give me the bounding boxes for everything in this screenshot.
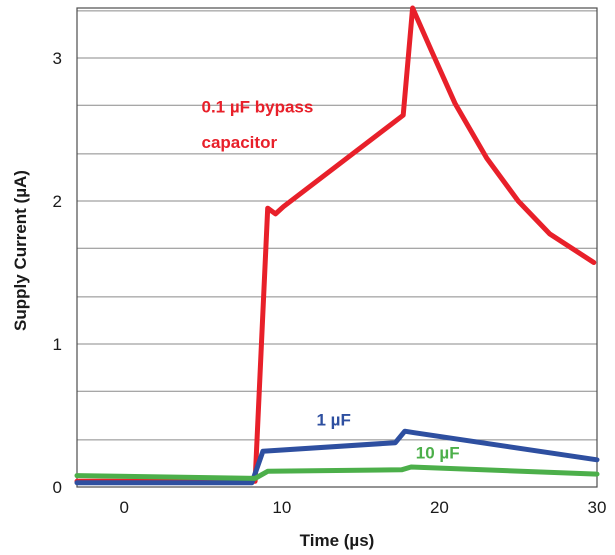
y-tick-label: 1: [53, 335, 62, 354]
series-annotation: 1 µF: [317, 411, 351, 430]
y-tick-label: 3: [53, 49, 62, 68]
y-tick-label: 0: [53, 478, 62, 497]
series-line-1: [74, 5, 597, 484]
x-tick-label: 30: [588, 498, 607, 517]
series-line-3: [74, 464, 600, 481]
series-annotation: 0.1 µF bypass: [201, 97, 313, 116]
series-annotations: 0.1 µF bypass capacitor 1 µF 10 µF: [201, 97, 459, 462]
x-axis-label: Time (µs): [300, 531, 375, 550]
series-line-2: [74, 428, 600, 486]
y-axis-label: Supply Current (µA): [11, 170, 30, 331]
x-tick-label: 20: [430, 498, 449, 517]
gridlines: [77, 10, 597, 441]
y-tick-label: 2: [53, 192, 62, 211]
x-tick-label: 10: [272, 498, 291, 517]
plot-frame: [76, 7, 598, 488]
data-series: [74, 5, 600, 486]
x-tick-labels: 0 10 20 30: [120, 498, 607, 517]
x-tick-label: 0: [120, 498, 129, 517]
y-tick-labels: 0 1 2 3: [53, 49, 62, 497]
series-annotation: 10 µF: [416, 443, 460, 462]
series-annotation: capacitor: [201, 133, 277, 152]
